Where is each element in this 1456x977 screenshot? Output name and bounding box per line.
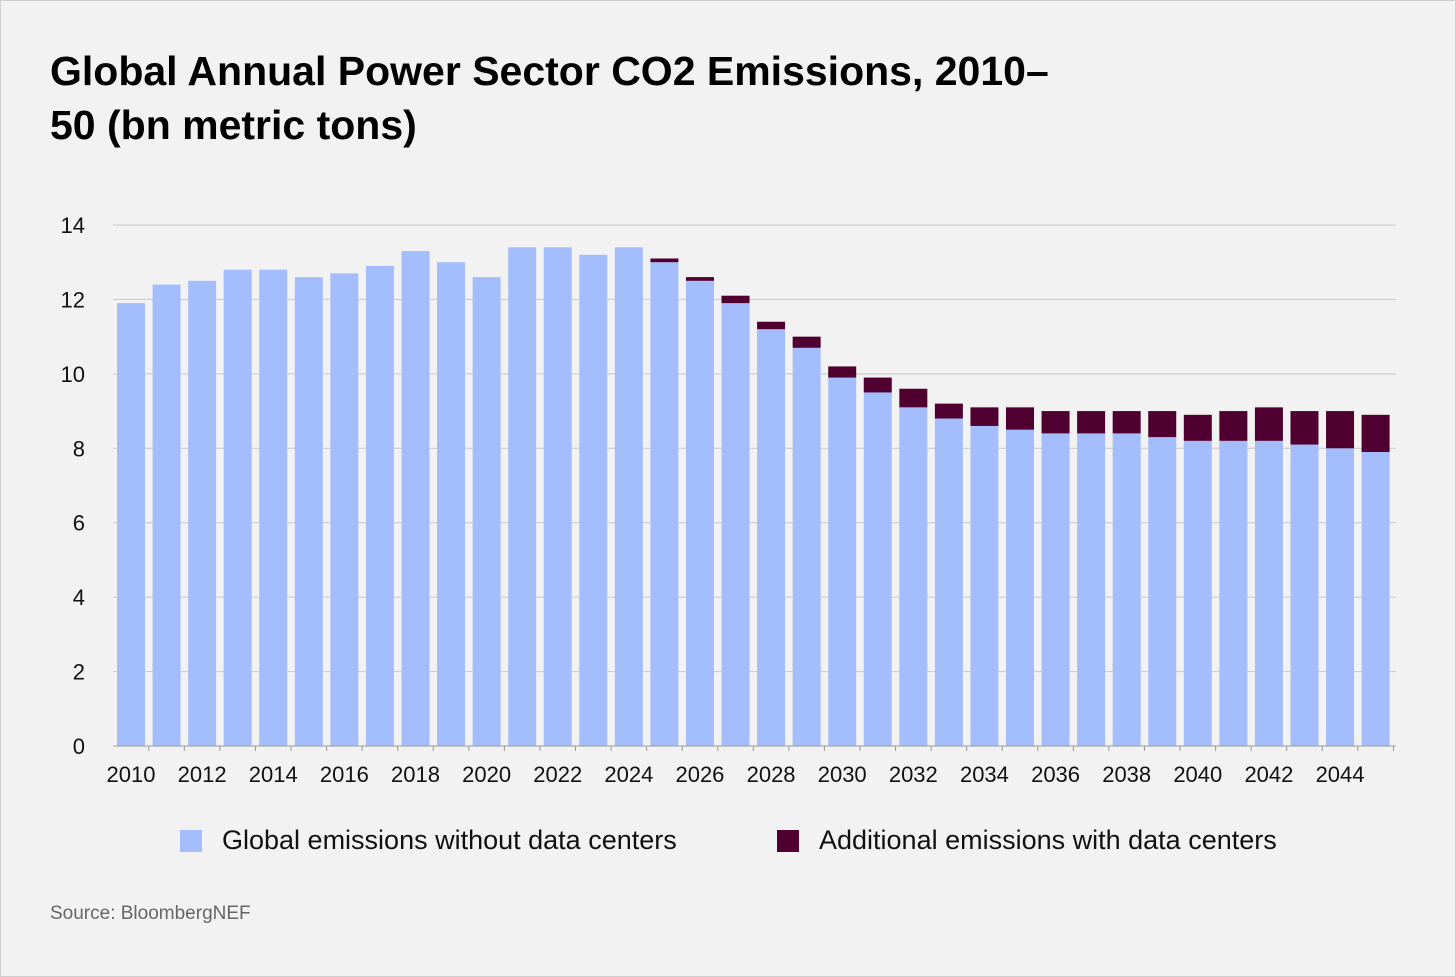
bar-additional (1290, 411, 1319, 445)
bar-additional (1254, 407, 1283, 441)
bar-base (934, 418, 963, 746)
x-tick-label: 2014 (249, 762, 298, 787)
bar-base (294, 277, 323, 746)
x-tick-label: 2038 (1102, 762, 1151, 787)
legend-swatch (180, 829, 202, 852)
bar-base (614, 247, 643, 747)
bar-additional (757, 321, 786, 330)
bar-additional (1183, 414, 1212, 441)
y-tick-label: 0 (73, 734, 85, 759)
bar-base (1326, 448, 1355, 746)
y-tick-label: 6 (73, 511, 85, 536)
x-tick-label: 2040 (1173, 762, 1222, 787)
bar-base (650, 262, 679, 746)
bar-additional (1148, 411, 1177, 438)
bar-base (188, 280, 217, 746)
bar-additional (863, 377, 892, 393)
x-tick-label: 2012 (178, 762, 227, 787)
y-tick-label: 4 (73, 585, 85, 610)
bar-base (1219, 440, 1248, 746)
bar-base (1077, 433, 1106, 746)
bar-additional (1219, 411, 1248, 441)
bar-additional (934, 403, 963, 419)
bar-additional (1041, 411, 1070, 434)
x-tick-label: 2022 (533, 762, 582, 787)
y-tick-label: 2 (73, 660, 85, 685)
bar-base (970, 425, 999, 746)
bar-base (828, 377, 857, 746)
bar-base (1006, 429, 1034, 746)
bar-additional (1112, 411, 1141, 434)
x-tick-label: 2010 (107, 762, 156, 787)
bar-base (117, 303, 145, 746)
y-tick-label: 10 (61, 362, 85, 387)
x-tick-label: 2036 (1031, 762, 1080, 787)
bar-base (152, 284, 181, 746)
bar-additional (1006, 407, 1034, 430)
bar-base (1183, 440, 1212, 746)
x-tick-label: 2044 (1316, 762, 1365, 787)
bar-base (899, 407, 928, 746)
bar-additional (1361, 414, 1390, 453)
bar-additional (685, 277, 714, 281)
bar-additional (899, 388, 928, 408)
x-tick-label: 2030 (818, 762, 867, 787)
bar-base (437, 262, 466, 746)
bar-base (721, 303, 750, 746)
x-tick-label: 2018 (391, 762, 440, 787)
bar-base (757, 329, 786, 746)
bar-base (365, 265, 394, 746)
bar-base (543, 247, 572, 747)
x-tick-label: 2020 (462, 762, 511, 787)
bar-base (223, 269, 252, 746)
source-note: Source: BloombergNEF (50, 903, 251, 924)
y-tick-label: 12 (61, 287, 85, 312)
x-tick-label: 2016 (320, 762, 369, 787)
bar-base (330, 273, 359, 746)
x-tick-label: 2024 (604, 762, 653, 787)
legend-item-base: Global emissions without data centers (180, 825, 677, 856)
bar-base (508, 247, 537, 747)
legend-swatch (777, 829, 799, 852)
bar-base (259, 269, 288, 746)
bar-base (1041, 433, 1070, 746)
bar-additional (792, 336, 821, 348)
bar-base (579, 254, 608, 746)
x-tick-label: 2028 (747, 762, 796, 787)
bar-base (863, 392, 892, 746)
bar-base (401, 251, 430, 747)
bar-additional (970, 407, 999, 426)
y-tick-label: 14 (61, 213, 85, 238)
bar-base (1148, 437, 1177, 746)
bar-base (1254, 440, 1283, 746)
legend-label: Global emissions without data centers (222, 825, 677, 855)
bar-additional (650, 258, 679, 263)
bar-additional (1326, 411, 1355, 449)
legend-item-additional: Additional emissions with data centers (777, 825, 1277, 856)
bar-additional (1077, 411, 1106, 434)
x-tick-label: 2026 (675, 762, 724, 787)
bar-additional (828, 366, 857, 378)
x-tick-label: 2042 (1244, 762, 1293, 787)
bar-base (472, 277, 501, 746)
bar-base (685, 280, 714, 746)
bar-additional (721, 295, 750, 304)
chart-title: Global Annual Power Sector CO2 Emissions… (50, 48, 1049, 148)
bar-base (1361, 452, 1390, 746)
legend-label: Additional emissions with data centers (819, 825, 1277, 855)
x-tick-label: 2032 (889, 762, 938, 787)
x-tick-label: 2034 (960, 762, 1009, 787)
bar-base (1112, 433, 1141, 746)
y-tick-label: 8 (73, 436, 85, 461)
bar-base (792, 347, 821, 746)
bar-base (1290, 444, 1319, 746)
